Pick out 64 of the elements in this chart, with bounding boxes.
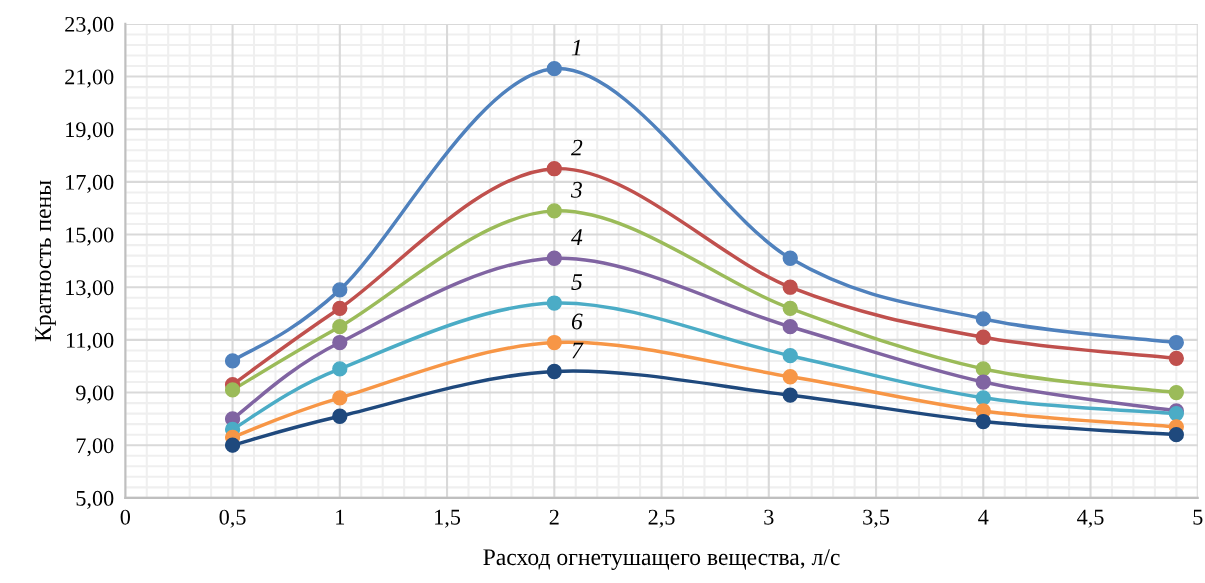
annotation: 2	[570, 139, 583, 156]
x-tick-label: 0	[120, 509, 131, 525]
point	[546, 334, 562, 351]
point	[975, 329, 991, 345]
point	[975, 390, 991, 406]
point	[1168, 350, 1184, 366]
y-tick-label: 19,00	[66, 122, 114, 141]
y-axis-title: Кратность пены	[35, 180, 56, 342]
point	[332, 361, 348, 377]
y-tick-label: 21,00	[65, 69, 114, 88]
annotation: 5	[571, 274, 583, 290]
y-tick-label: 17,00	[66, 174, 114, 194]
point	[546, 61, 562, 77]
point	[546, 250, 562, 266]
point	[224, 382, 241, 398]
point	[975, 374, 991, 390]
annotation: 4	[571, 229, 583, 245]
annotation: 1	[571, 39, 581, 56]
x-axis-title: Расход огнетушащего вещества, л/с	[483, 549, 840, 570]
point	[782, 279, 798, 295]
x-tick-label: 0,5	[219, 509, 246, 528]
point	[546, 295, 562, 311]
point	[782, 250, 798, 266]
point	[332, 390, 348, 406]
annotation: 3	[570, 181, 582, 198]
x-tick-label: 1,5	[435, 509, 461, 528]
annotation: 7	[572, 342, 584, 359]
point	[332, 408, 348, 424]
point	[224, 353, 241, 369]
point	[1168, 334, 1184, 351]
x-tick-label: 4	[978, 509, 989, 525]
point	[332, 282, 348, 298]
point	[332, 300, 348, 316]
point	[546, 161, 562, 177]
point	[782, 369, 798, 385]
point	[332, 319, 348, 335]
x-tick-label: 1	[336, 509, 345, 525]
x-tick-label: 2,5	[648, 509, 675, 528]
point	[782, 300, 798, 316]
point	[782, 387, 798, 403]
point	[546, 363, 562, 380]
point	[975, 413, 991, 430]
x-tick-label: 5	[1193, 509, 1203, 525]
y-tick-label: 23,00	[65, 16, 114, 36]
y-tick-label: 9,00	[76, 385, 114, 404]
y-tick-label: 11,00	[67, 332, 114, 352]
point	[782, 348, 798, 364]
point	[1168, 384, 1184, 401]
point	[1168, 427, 1184, 443]
y-tick-label: 5,00	[76, 490, 114, 510]
x-tick-label: 3,5	[863, 509, 890, 528]
y-tick-label: 7,00	[76, 438, 114, 457]
point	[546, 203, 562, 219]
point	[975, 361, 991, 377]
y-tick-label: 15,00	[66, 227, 114, 246]
x-tick-label: 4,5	[1077, 509, 1104, 528]
point	[782, 319, 798, 335]
x-tick-label: 3	[764, 509, 774, 525]
point	[224, 437, 241, 453]
point	[332, 334, 348, 351]
x-tick-label: 2	[549, 509, 559, 525]
point	[975, 311, 991, 327]
annotation: 6	[571, 313, 583, 330]
y-tick-label: 13,00	[66, 280, 114, 299]
